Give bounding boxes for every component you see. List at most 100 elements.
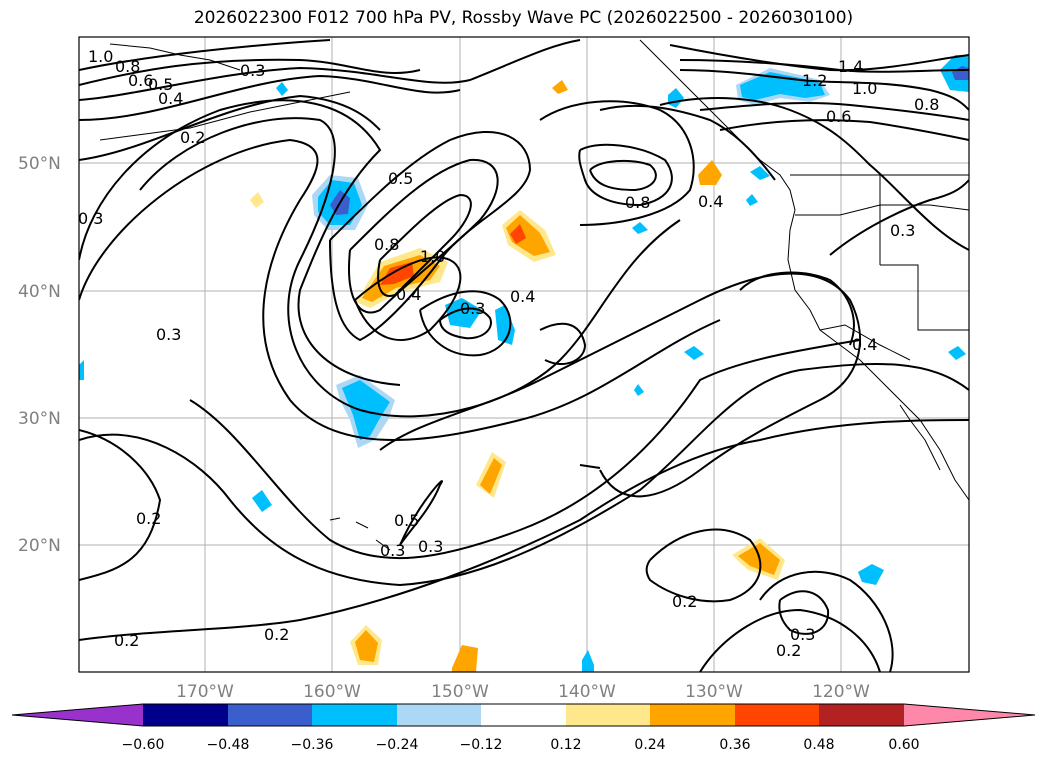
negative-anomaly bbox=[342, 380, 390, 440]
contour-label: 0.2 bbox=[264, 625, 289, 644]
contour-label: 0.5 bbox=[388, 169, 413, 188]
contour-label: 0.3 bbox=[78, 209, 103, 228]
lat-label: 20°N bbox=[18, 536, 61, 556]
contour-label: 1.0 bbox=[88, 47, 113, 66]
contour-label: 0.5 bbox=[394, 511, 419, 530]
positive-anomaly bbox=[380, 262, 414, 285]
colorbar-tick: 0.48 bbox=[803, 737, 834, 753]
lon-label: 160°W bbox=[303, 682, 361, 702]
colorbar-segment bbox=[566, 704, 650, 726]
colorbar-segment bbox=[904, 704, 1035, 726]
positive-anomaly bbox=[506, 215, 550, 256]
negative-anomaly bbox=[79, 360, 84, 380]
lon-label: 140°W bbox=[558, 682, 616, 702]
pv-contours bbox=[79, 39, 969, 672]
longitude-labels: 170°W 160°W 150°W 140°W 130°W 120°W bbox=[176, 682, 870, 702]
negative-anomaly bbox=[750, 166, 770, 180]
contour-label: 0.4 bbox=[698, 192, 723, 211]
positive-anomaly bbox=[480, 458, 502, 494]
negative-anomaly bbox=[746, 194, 758, 206]
map-frame bbox=[78, 36, 970, 673]
graticule bbox=[79, 37, 969, 672]
colorbar-segment bbox=[819, 704, 904, 726]
negative-anomaly bbox=[252, 490, 272, 512]
negative-anomaly bbox=[740, 72, 825, 100]
contour-label: 0.3 bbox=[380, 541, 405, 560]
colorbar-tick: 0.60 bbox=[888, 737, 919, 753]
colorbar-tick: −0.12 bbox=[460, 737, 503, 753]
contour-label: 0.2 bbox=[114, 631, 139, 650]
contour-label: 0.8 bbox=[914, 95, 939, 114]
negative-anomaly bbox=[684, 346, 704, 360]
colorbar-tick: −0.48 bbox=[207, 737, 250, 753]
colorbar-tick: 0.36 bbox=[719, 737, 750, 753]
contour-label: 0.4 bbox=[158, 89, 183, 108]
coastlines bbox=[99, 39, 969, 551]
contour-label: 0.8 bbox=[374, 235, 399, 254]
contour-label: 0.4 bbox=[852, 335, 877, 354]
colorbar: −0.60 −0.48 −0.36 −0.24 −0.12 0.12 0.24 … bbox=[11, 703, 1036, 753]
colorbar-ticks: −0.60 −0.48 −0.36 −0.24 −0.12 0.12 0.24 … bbox=[122, 737, 920, 753]
negative-anomaly bbox=[495, 305, 515, 345]
positive-anomaly bbox=[698, 160, 722, 185]
negative-anomaly bbox=[668, 88, 684, 108]
colorbar-segment bbox=[481, 704, 566, 726]
negative-anomaly bbox=[445, 298, 482, 328]
negative-anomaly bbox=[948, 346, 966, 360]
contour-label: 0.6 bbox=[128, 71, 153, 90]
contour-label: 0.3 bbox=[460, 299, 485, 318]
latitude-labels: 50°N 40°N 30°N 20°N bbox=[18, 154, 61, 556]
colorbar-tick: 0.24 bbox=[634, 737, 665, 753]
contour-label: 0.2 bbox=[180, 128, 205, 147]
lon-label: 150°W bbox=[431, 682, 489, 702]
colorbar-tick: −0.36 bbox=[291, 737, 334, 753]
contour-labels: 1.0 0.8 0.6 0.5 0.4 0.3 0.2 0.5 0.8 1.0 … bbox=[78, 47, 939, 660]
contour-label: 0.4 bbox=[510, 287, 535, 306]
negative-anomaly bbox=[858, 564, 884, 585]
contour-label: 1.0 bbox=[420, 247, 445, 266]
colorbar-segment bbox=[650, 704, 735, 726]
contour-label: 0.5 bbox=[148, 75, 173, 94]
positive-anomaly bbox=[510, 224, 526, 244]
negative-anomaly bbox=[276, 82, 288, 96]
colorbar-segment bbox=[143, 704, 228, 726]
positive-anomaly bbox=[452, 645, 478, 672]
contour-label: 1.0 bbox=[852, 79, 877, 98]
contour-label: 0.3 bbox=[890, 221, 915, 240]
contour-label: 0.2 bbox=[136, 509, 161, 528]
lon-label: 130°W bbox=[685, 682, 743, 702]
negative-anomaly bbox=[582, 650, 594, 672]
contour-label: 1.4 bbox=[838, 57, 863, 76]
positive-anomaly bbox=[355, 630, 378, 662]
contour-label: 1.2 bbox=[802, 71, 827, 90]
contour-label: 0.6 bbox=[826, 107, 851, 126]
colorbar-segment bbox=[735, 704, 819, 726]
lat-label: 40°N bbox=[18, 282, 61, 302]
contour-label: 0.3 bbox=[418, 537, 443, 556]
colorbar-outline bbox=[11, 703, 1036, 727]
lat-label: 30°N bbox=[18, 409, 61, 429]
chart-title: 2026022300 F012 700 hPa PV, Rossby Wave … bbox=[193, 8, 854, 28]
colorbar-tick: −0.60 bbox=[122, 737, 165, 753]
contour-label: 0.8 bbox=[625, 193, 650, 212]
colorbar-tick: 0.12 bbox=[550, 737, 581, 753]
negative-anomaly bbox=[634, 384, 644, 396]
colorbar-segment bbox=[312, 704, 397, 726]
lon-label: 120°W bbox=[812, 682, 870, 702]
lat-label: 50°N bbox=[18, 154, 61, 174]
positive-anomaly bbox=[250, 192, 264, 208]
lon-label: 170°W bbox=[176, 682, 234, 702]
contour-label: 0.8 bbox=[115, 57, 140, 76]
colorbar-segment bbox=[12, 704, 143, 726]
contour-label: 0.3 bbox=[240, 61, 265, 80]
contour-label: 0.3 bbox=[156, 325, 181, 344]
positive-anomaly bbox=[552, 80, 568, 94]
colorbar-segment bbox=[397, 704, 481, 726]
negative-anomaly bbox=[632, 222, 648, 234]
colorbar-tick: −0.24 bbox=[376, 737, 419, 753]
contour-label: 0.2 bbox=[672, 592, 697, 611]
contour-label: 0.3 bbox=[790, 625, 815, 644]
contour-label: 0.4 bbox=[396, 285, 421, 304]
colorbar-segment bbox=[228, 704, 312, 726]
